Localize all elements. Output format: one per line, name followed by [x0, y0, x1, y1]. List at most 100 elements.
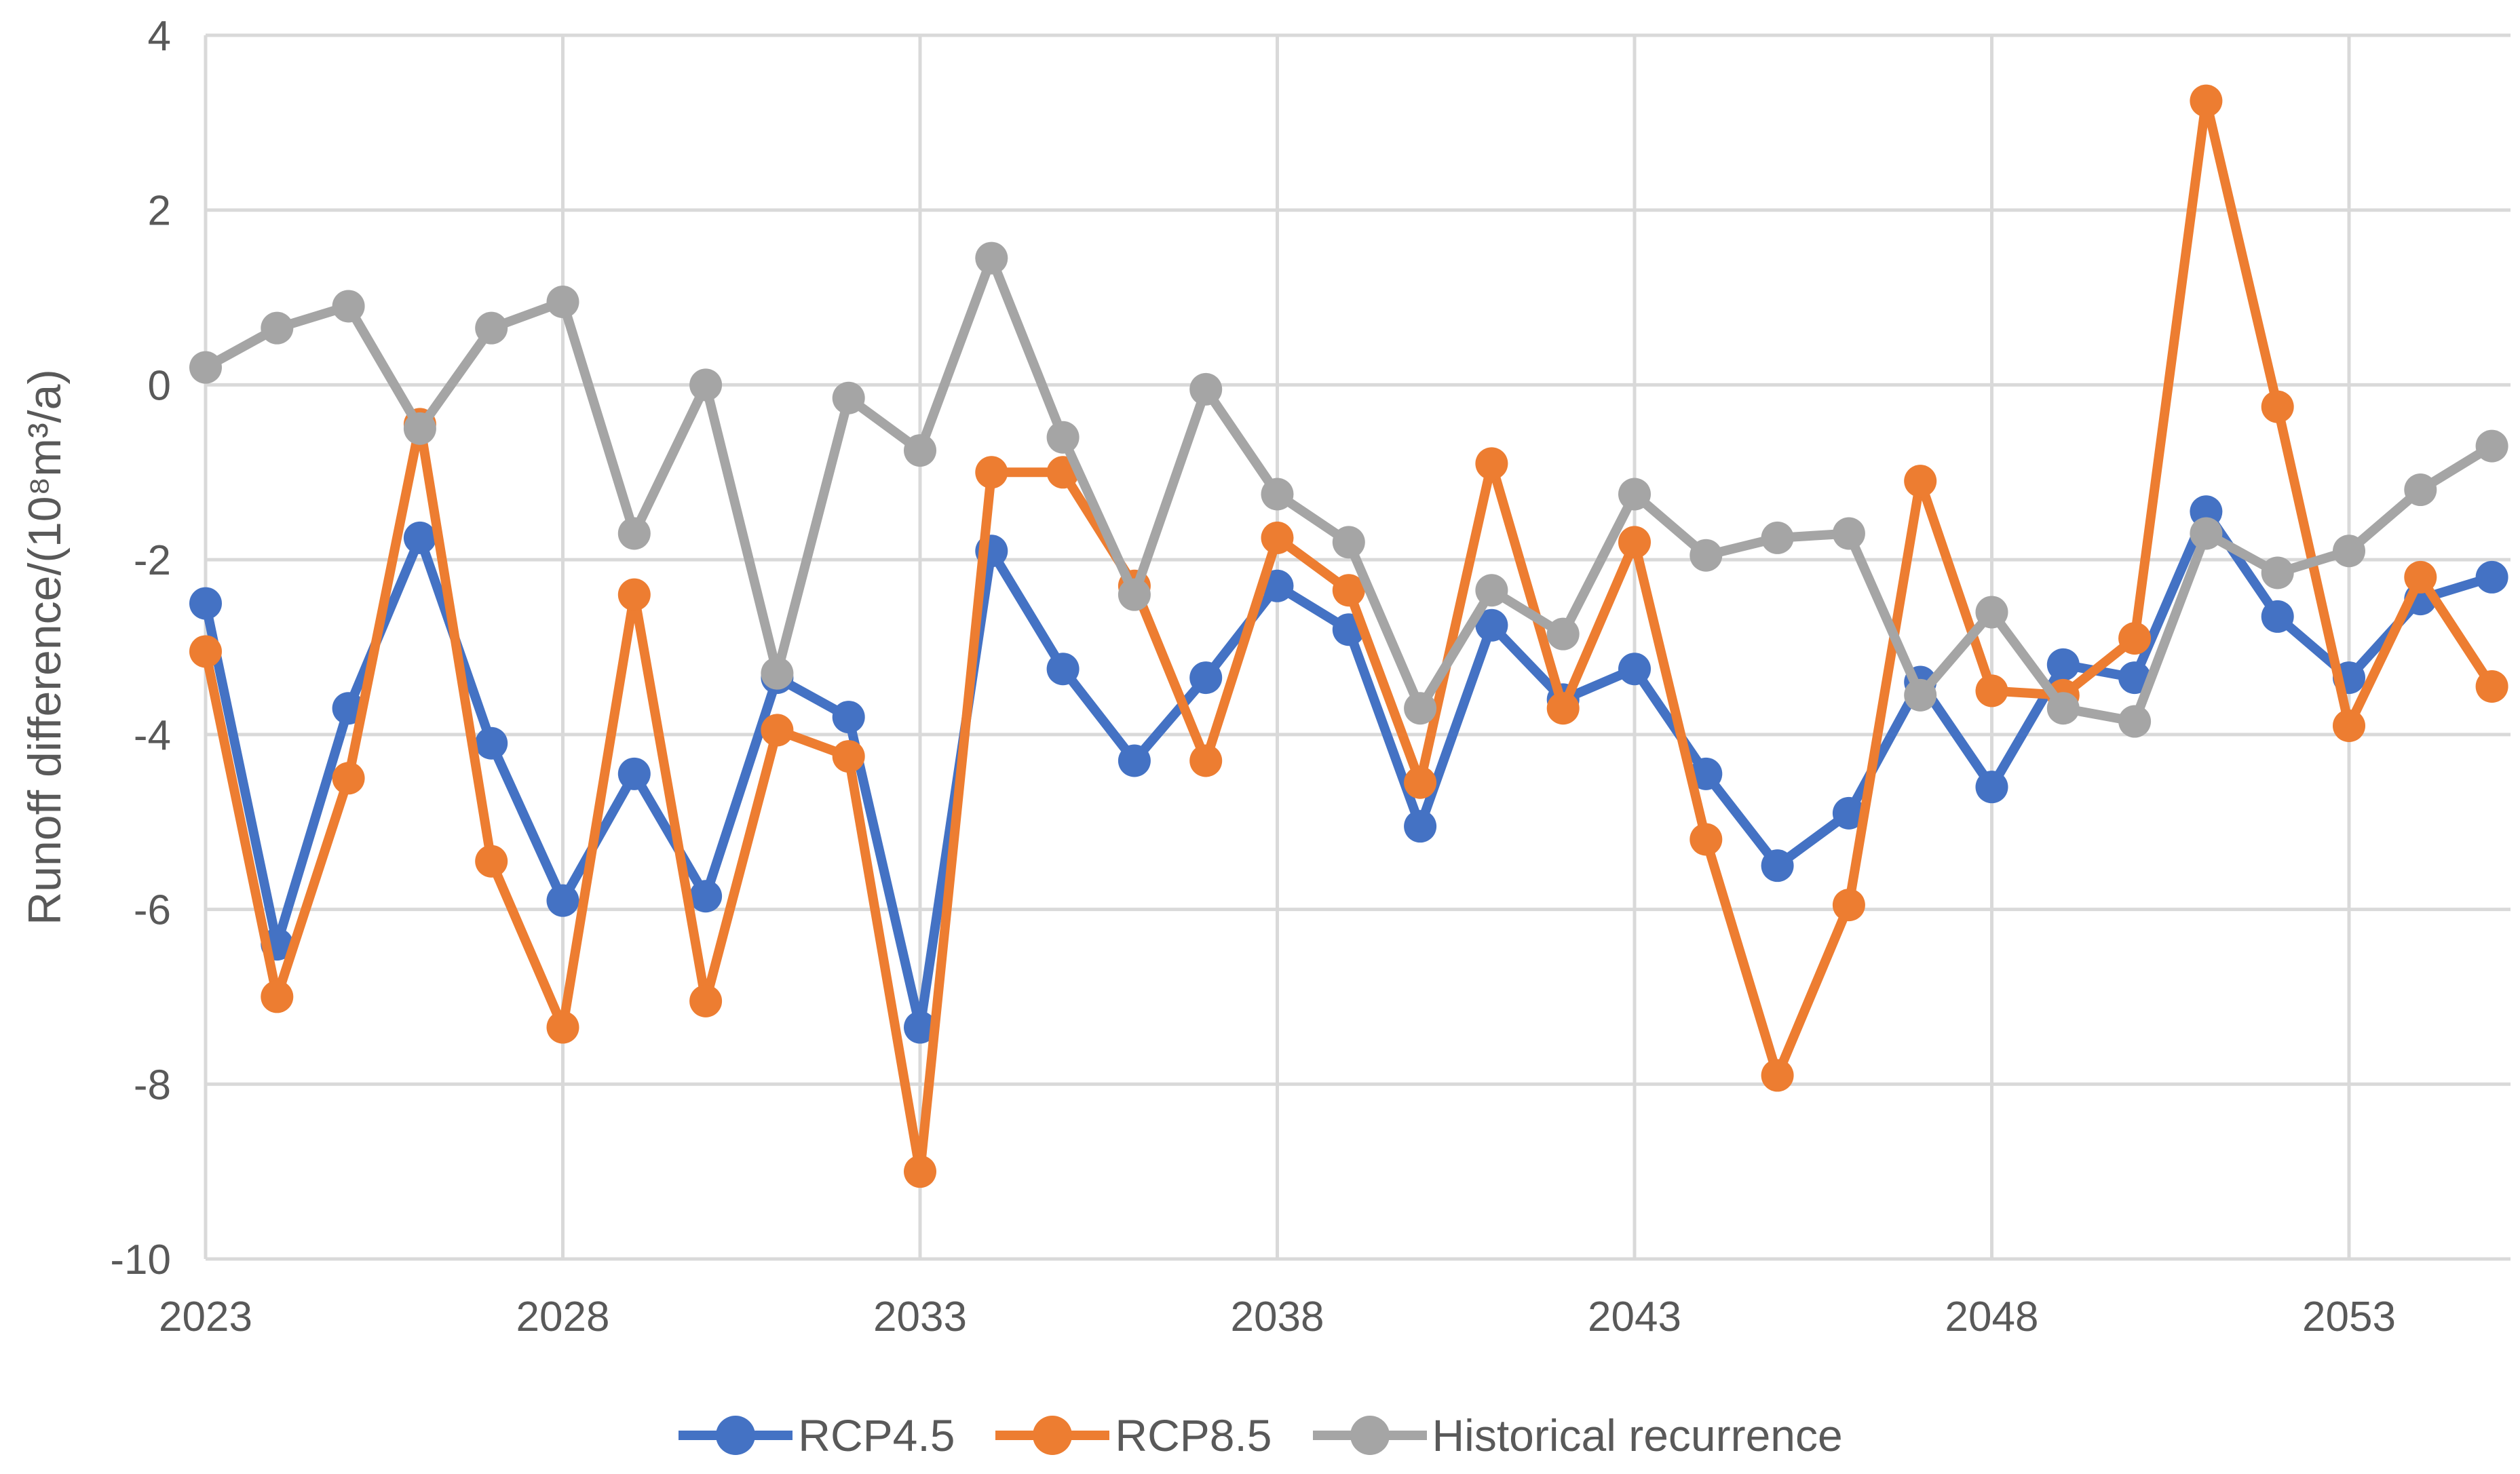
data-point-rcp4-5 [546, 884, 579, 917]
data-point-rcp4-5 [1832, 796, 1865, 830]
data-point-historical-recurrence [1332, 526, 1365, 559]
data-point-rcp8-5 [2118, 622, 2152, 655]
data-point-historical-recurrence [1761, 521, 1794, 554]
data-point-historical-recurrence [1832, 517, 1865, 550]
data-point-rcp8-5 [617, 578, 651, 611]
data-point-historical-recurrence [761, 657, 794, 690]
data-point-rcp4-5 [2475, 560, 2508, 594]
data-point-rcp4-5 [1689, 757, 1723, 790]
data-point-rcp4-5 [189, 587, 222, 620]
data-point-rcp4-5 [2261, 600, 2294, 633]
data-point-rcp4-5 [1761, 849, 1794, 883]
data-point-rcp4-5 [403, 521, 436, 554]
data-point-rcp4-5 [475, 726, 508, 760]
chart-legend: RCP4.5 RCP8.5 Historical recurrence [0, 1410, 2520, 1461]
data-point-rcp8-5 [332, 762, 365, 795]
data-point-historical-recurrence [403, 412, 436, 445]
y-tick-label: -10 [110, 1237, 171, 1283]
data-point-historical-recurrence [1261, 478, 1294, 511]
data-point-rcp8-5 [1761, 1059, 1794, 1092]
data-point-rcp8-5 [1618, 526, 1651, 559]
data-point-historical-recurrence [2190, 517, 2223, 550]
data-point-rcp8-5 [1261, 521, 1294, 554]
y-tick-label: -6 [134, 887, 171, 934]
data-point-historical-recurrence [546, 286, 579, 319]
x-tick-label: 2033 [873, 1294, 967, 1340]
data-point-rcp8-5 [975, 456, 1008, 489]
data-point-historical-recurrence [1475, 574, 1508, 607]
data-point-rcp8-5 [904, 1155, 936, 1188]
legend-label: RCP4.5 [798, 1410, 955, 1460]
data-point-rcp8-5 [546, 1011, 579, 1044]
data-point-historical-recurrence [1975, 596, 2008, 629]
data-point-historical-recurrence [1404, 692, 1437, 725]
y-tick-label: 4 [148, 13, 171, 60]
x-tick-label: 2043 [1588, 1294, 1681, 1340]
data-point-rcp8-5 [1832, 889, 1865, 922]
data-point-rcp8-5 [1689, 823, 1723, 856]
data-point-historical-recurrence [832, 381, 865, 414]
data-point-rcp8-5 [189, 635, 222, 668]
y-tick-label: -4 [134, 712, 171, 759]
data-point-rcp8-5 [1404, 766, 1437, 799]
data-point-rcp8-5 [2261, 390, 2294, 423]
data-point-rcp8-5 [2333, 709, 2365, 742]
y-tick-label: -2 [134, 537, 171, 584]
legend-item-historical-recurrence: Historical recurrence [1312, 1410, 1843, 1461]
data-point-historical-recurrence [2404, 473, 2437, 507]
data-point-historical-recurrence [475, 311, 508, 345]
data-point-rcp4-5 [904, 1011, 936, 1044]
y-tick-label: -8 [134, 1062, 171, 1108]
data-point-historical-recurrence [2261, 556, 2294, 589]
legend-marker-line-dot-icon [1312, 1416, 1427, 1455]
data-point-rcp4-5 [1046, 653, 1080, 686]
data-point-historical-recurrence [1189, 372, 1223, 406]
data-point-rcp8-5 [1475, 447, 1508, 480]
data-point-rcp8-5 [475, 845, 508, 878]
data-point-historical-recurrence [1546, 617, 1580, 651]
data-point-rcp4-5 [1975, 771, 2008, 804]
data-point-rcp8-5 [261, 980, 294, 1013]
y-tick-label: 2 [148, 188, 171, 235]
data-point-rcp4-5 [2118, 661, 2152, 695]
legend-marker-line-dot-icon [995, 1416, 1110, 1455]
data-point-rcp8-5 [1546, 692, 1580, 725]
data-point-historical-recurrence [261, 311, 294, 345]
data-point-historical-recurrence [332, 290, 365, 323]
data-point-historical-recurrence [2333, 535, 2365, 568]
data-point-historical-recurrence [2475, 429, 2508, 463]
data-point-historical-recurrence [975, 241, 1008, 275]
data-point-rcp8-5 [832, 740, 865, 773]
data-point-historical-recurrence [1904, 678, 1937, 712]
data-point-historical-recurrence [2046, 692, 2080, 725]
data-point-rcp8-5 [2190, 84, 2223, 117]
x-tick-label: 2048 [1945, 1294, 2039, 1340]
data-point-rcp8-5 [2404, 560, 2437, 594]
legend-item-rcp4-5: RCP4.5 [677, 1410, 955, 1461]
data-point-rcp8-5 [1904, 465, 1937, 498]
data-point-rcp8-5 [2475, 670, 2508, 703]
legend-label: RCP8.5 [1115, 1410, 1272, 1460]
x-tick-label: 2053 [2302, 1294, 2396, 1340]
data-point-rcp4-5 [617, 757, 651, 790]
data-point-historical-recurrence [189, 351, 222, 384]
data-point-rcp8-5 [1189, 744, 1223, 777]
data-point-rcp4-5 [1404, 810, 1437, 843]
data-point-rcp4-5 [2046, 648, 2080, 681]
legend-item-rcp8-5: RCP8.5 [994, 1410, 1272, 1461]
data-point-rcp8-5 [1975, 674, 2008, 707]
data-point-historical-recurrence [2118, 705, 2152, 738]
x-tick-label: 2023 [159, 1294, 252, 1340]
data-point-rcp4-5 [1618, 653, 1651, 686]
data-point-rcp8-5 [1332, 574, 1365, 607]
data-point-rcp8-5 [689, 984, 723, 1017]
legend-marker-line-dot-icon [679, 1416, 793, 1455]
y-tick-label: 0 [148, 362, 171, 409]
data-point-historical-recurrence [689, 368, 723, 402]
data-point-rcp4-5 [689, 880, 723, 913]
data-point-historical-recurrence [617, 517, 651, 550]
x-tick-label: 2038 [1231, 1294, 1324, 1340]
data-point-rcp4-5 [832, 701, 865, 734]
